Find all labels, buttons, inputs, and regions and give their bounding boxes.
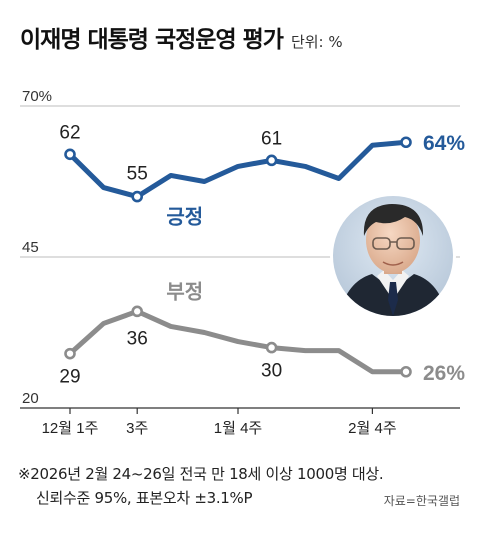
- data-label: 36: [127, 328, 148, 349]
- y-tick-label: 45: [22, 239, 39, 256]
- data-label: 61: [261, 128, 282, 149]
- series-name-label: 긍정: [166, 204, 203, 228]
- x-tick-label: 2월 4주: [348, 420, 396, 437]
- data-point: [64, 148, 76, 161]
- chart-header: 이재명 대통령 국정운영 평가 단위: %: [20, 20, 343, 54]
- x-tick-label: 12월 1주: [42, 420, 99, 437]
- series-layer: 62 55 61 64% 긍정 29 36 30 26% 부정: [59, 122, 465, 387]
- grid-lines: 70% 45 20: [20, 88, 460, 407]
- survey-note: ※2026년 2월 24~26일 전국 만 18세 이상 1000명 대상.: [18, 465, 384, 483]
- data-point: [131, 305, 143, 318]
- data-label: 55: [127, 164, 148, 185]
- series-name-label: 부정: [166, 279, 203, 303]
- data-point: [265, 154, 278, 167]
- x-tick-label: 1월 4주: [214, 420, 262, 437]
- politician-portrait: [330, 193, 456, 319]
- margin-of-error-note: 신뢰수준 95%, 표본오차 ±3.1%P: [36, 489, 253, 507]
- data-point: [400, 136, 412, 149]
- source-label: 자료=한국갤럽: [383, 494, 460, 508]
- x-axis: 12월 1주 3주 1월 4주 2월 4주: [20, 407, 460, 437]
- unit-label: 단위: %: [290, 33, 343, 51]
- footnote: ※2026년 2월 24~26일 전국 만 18세 이상 1000명 대상. 신…: [18, 462, 384, 510]
- data-label: 64%: [423, 132, 465, 155]
- series-line-positive: [67, 139, 409, 200]
- data-label: 62: [59, 122, 80, 143]
- series-line-negative: [67, 308, 409, 375]
- chart-title: 이재명 대통령 국정운영 평가: [20, 27, 284, 53]
- data-point: [400, 365, 412, 378]
- y-tick-label: 20: [22, 390, 39, 407]
- x-tick-label: 3주: [126, 420, 148, 437]
- y-tick-label: 70%: [22, 88, 52, 105]
- data-point: [64, 347, 76, 360]
- data-label: 30: [261, 361, 282, 382]
- data-label: 26%: [423, 362, 465, 385]
- data-point: [131, 190, 143, 203]
- data-label: 29: [59, 367, 80, 388]
- data-point: [265, 341, 278, 354]
